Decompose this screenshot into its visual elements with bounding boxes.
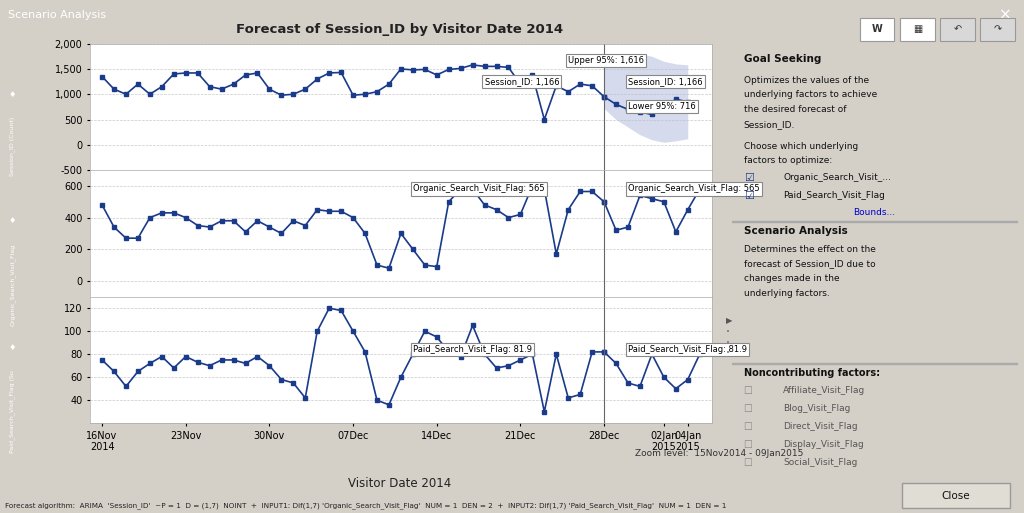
Text: changes made in the: changes made in the (743, 274, 840, 283)
Text: ♦: ♦ (8, 343, 16, 352)
Text: Paid_Search_Visit_Flag (Su: Paid_Search_Visit_Flag (Su (9, 370, 15, 453)
Text: Lower 95%: 716: Lower 95%: 716 (628, 102, 695, 111)
Text: ☐: ☐ (743, 440, 753, 450)
Text: Upper 95%: 1,616: Upper 95%: 1,616 (568, 56, 644, 65)
Text: Close: Close (942, 490, 970, 501)
Text: the desired forecast of: the desired forecast of (743, 105, 846, 114)
Text: Session_ID: 1,166: Session_ID: 1,166 (628, 77, 702, 86)
Text: Goal Seeking: Goal Seeking (743, 54, 821, 64)
Text: ▦: ▦ (912, 25, 922, 34)
Text: Choose which underlying: Choose which underlying (743, 142, 858, 150)
Text: Organic_Search_Visit_Flag: 565: Organic_Search_Visit_Flag: 565 (413, 185, 545, 193)
FancyBboxPatch shape (902, 483, 1010, 508)
Bar (732, 221, 1017, 222)
Text: Social_Visit_Flag: Social_Visit_Flag (783, 458, 858, 467)
Text: ↷: ↷ (993, 25, 1001, 34)
Text: Scenario Analysis: Scenario Analysis (743, 226, 847, 236)
Text: ♦: ♦ (8, 90, 16, 98)
Text: Determines the effect on the: Determines the effect on the (743, 245, 876, 253)
Text: forecast of Session_ID due to: forecast of Session_ID due to (743, 260, 876, 268)
Text: Optimizes the values of the: Optimizes the values of the (743, 75, 868, 85)
Text: •: • (726, 329, 730, 335)
Text: Affiliate_Visit_Flag: Affiliate_Visit_Flag (783, 386, 865, 396)
Text: ♦: ♦ (8, 216, 16, 225)
Text: Session_ID (Count): Session_ID (Count) (9, 117, 15, 176)
Text: ×: × (999, 7, 1012, 23)
Text: W: W (871, 25, 883, 34)
Text: ☑: ☑ (743, 173, 754, 184)
Text: •: • (726, 350, 730, 356)
FancyBboxPatch shape (900, 17, 935, 42)
Text: Zoom level:  15Nov2014 - 09Jan2015: Zoom level: 15Nov2014 - 09Jan2015 (635, 448, 803, 458)
Text: underlying factors.: underlying factors. (743, 289, 829, 298)
Text: ↶: ↶ (953, 25, 962, 34)
Text: Direct_Visit_Flag: Direct_Visit_Flag (783, 422, 858, 431)
Text: Session_ID: 1,166: Session_ID: 1,166 (484, 77, 559, 86)
Text: Paid_Search_Visit_Flag: 81.9: Paid_Search_Visit_Flag: 81.9 (628, 345, 746, 354)
FancyBboxPatch shape (980, 17, 1015, 42)
Text: Organic_Search_Visit_Flag: Organic_Search_Visit_Flag (9, 244, 15, 326)
Text: ☑: ☑ (743, 190, 754, 201)
Text: Paid_Search_Visit_Flag: Paid_Search_Visit_Flag (783, 190, 886, 200)
Text: Forecast of Session_ID by Visitor Date 2014: Forecast of Session_ID by Visitor Date 2… (236, 23, 563, 36)
FancyBboxPatch shape (860, 17, 894, 42)
Text: Display_Visit_Flag: Display_Visit_Flag (783, 440, 864, 449)
Bar (732, 363, 1017, 364)
Text: ☐: ☐ (743, 404, 753, 415)
Text: ☐: ☐ (743, 458, 753, 468)
Text: Bounds...: Bounds... (853, 208, 896, 216)
Text: Paid_Search_Visit_Flag: 81.9: Paid_Search_Visit_Flag: 81.9 (413, 345, 531, 354)
Text: Visitor Date 2014: Visitor Date 2014 (348, 477, 451, 490)
Text: Organic_Search_Visit_...: Organic_Search_Visit_... (783, 173, 891, 183)
Text: Session_ID.: Session_ID. (743, 120, 795, 129)
Text: ☐: ☐ (743, 422, 753, 432)
Text: Scenario Analysis: Scenario Analysis (8, 10, 106, 20)
Text: Noncontributing factors:: Noncontributing factors: (743, 368, 880, 378)
Text: ▶: ▶ (726, 316, 733, 325)
Text: Blog_Visit_Flag: Blog_Visit_Flag (783, 404, 851, 413)
Text: ☐: ☐ (743, 386, 753, 397)
Text: Forecast algorithm:  ARIMA  'Session_ID'  ~P = 1  D = (1,7)  NOINT  +  INPUT1: D: Forecast algorithm: ARIMA 'Session_ID' ~… (5, 502, 726, 509)
FancyBboxPatch shape (940, 17, 975, 42)
Text: underlying factors to achieve: underlying factors to achieve (743, 90, 877, 100)
Text: factors to optimize:: factors to optimize: (743, 156, 831, 165)
Text: •: • (726, 340, 730, 346)
Text: Organic_Search_Visit_Flag: 565: Organic_Search_Visit_Flag: 565 (628, 185, 760, 193)
